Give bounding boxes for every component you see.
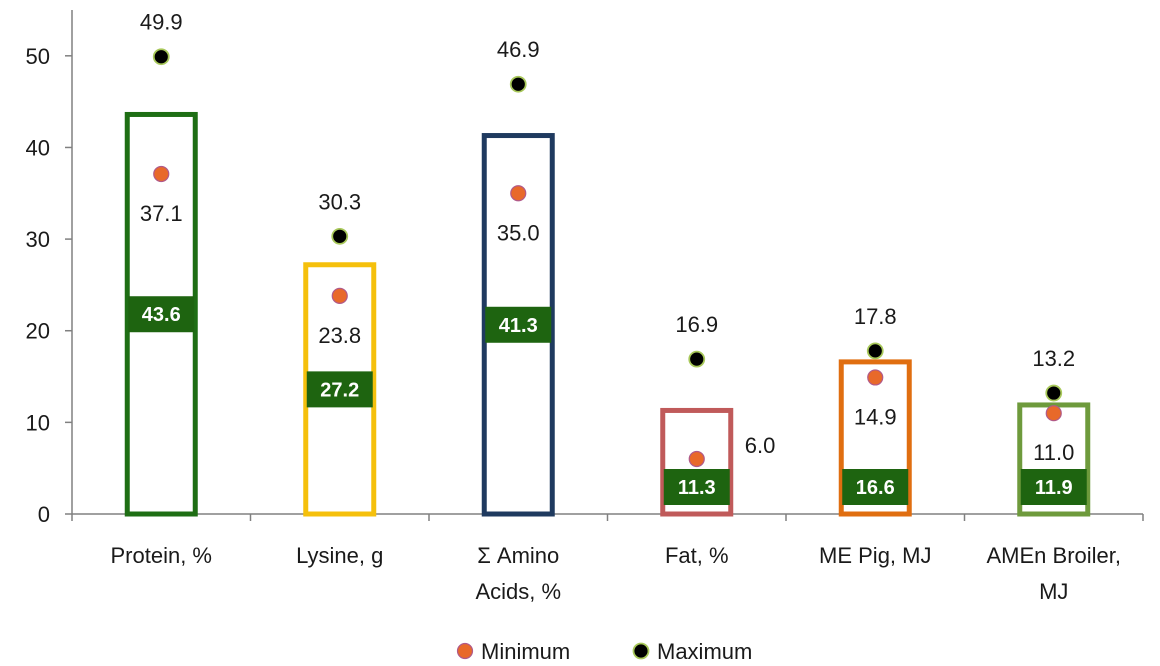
maximum-point bbox=[866, 342, 884, 360]
y-tick-label: 50 bbox=[26, 44, 50, 69]
maximum-value-label: 49.9 bbox=[140, 10, 183, 35]
legend-minimum-marker bbox=[456, 642, 474, 660]
minimum-point bbox=[510, 185, 527, 202]
minimum-point bbox=[867, 369, 884, 386]
bar-value-label-box bbox=[842, 469, 909, 505]
bar-value-label: 11.9 bbox=[1035, 477, 1073, 499]
bar-value-label-box bbox=[485, 306, 552, 343]
maximum-value-label: 30.3 bbox=[318, 189, 361, 214]
bar bbox=[303, 262, 377, 517]
bar-value-label: 43.6 bbox=[142, 304, 181, 326]
y-tick-label: 20 bbox=[26, 319, 50, 344]
points: 37.1 23.8 35.0 6.0 14.9 11.0 49.9 30.3 46.9 16.9 1… bbox=[140, 10, 1075, 468]
bar-value-label: 27.2 bbox=[320, 379, 359, 401]
minimum-value-label: 35.0 bbox=[497, 220, 540, 245]
bar bbox=[838, 359, 912, 517]
bar bbox=[1017, 402, 1091, 517]
bar bbox=[124, 111, 198, 517]
y-tick-label: 40 bbox=[26, 135, 50, 160]
minimum-point bbox=[1045, 405, 1062, 422]
maximum-value-label: 46.9 bbox=[497, 37, 540, 62]
y-tick-label: 0 bbox=[38, 502, 50, 527]
minimum-value-label: 14.9 bbox=[854, 404, 897, 429]
bar bbox=[660, 407, 734, 517]
maximum-value-label: 17.8 bbox=[854, 304, 897, 329]
bar-value-label: 16.6 bbox=[856, 477, 895, 499]
maximum-point bbox=[331, 227, 349, 245]
bar-value-label: 11.3 bbox=[678, 477, 716, 499]
minimum-value-label: 23.8 bbox=[318, 323, 361, 348]
bar-value-label-box bbox=[663, 469, 730, 505]
maximum-value-label: 16.9 bbox=[675, 312, 718, 337]
x-axis: Protein, % Lysine, g Σ Amino Acids, % Fat, %… bbox=[71, 513, 1144, 604]
minimum-value-label: 6.0 bbox=[745, 433, 776, 458]
maximum-value-label: 13.2 bbox=[1032, 346, 1075, 371]
minimum-value-label: 37.1 bbox=[140, 201, 183, 226]
minimum-value-label: 11.0 bbox=[1033, 440, 1074, 465]
x-category-label: Protein, % bbox=[111, 543, 213, 568]
x-category-label: Fat, % bbox=[665, 543, 729, 568]
legend-minimum-label: Minimum bbox=[481, 639, 570, 664]
y-tick-label: 10 bbox=[26, 410, 50, 435]
maximum-point bbox=[152, 48, 170, 66]
legend: Minimum Maximum bbox=[456, 639, 752, 664]
x-category-label: MJ bbox=[1039, 579, 1068, 604]
legend-maximum-marker bbox=[632, 642, 650, 660]
bar-value-label: 41.3 bbox=[499, 315, 538, 337]
minimum-point bbox=[688, 450, 705, 468]
x-category-label: Lysine, g bbox=[296, 543, 383, 568]
y-axis: 0 10 20 30 40 50 bbox=[26, 10, 73, 527]
bar-value-label-box bbox=[128, 296, 195, 333]
minimum-point bbox=[153, 165, 170, 183]
bar-value-label-box bbox=[1020, 469, 1087, 505]
x-category-label: AMEn Broiler, bbox=[987, 543, 1122, 568]
maximum-point bbox=[509, 75, 527, 93]
maximum-point bbox=[688, 350, 706, 368]
y-tick-label: 30 bbox=[26, 227, 50, 252]
x-category-label: ME Pig, MJ bbox=[819, 543, 931, 568]
maximum-point bbox=[1045, 384, 1063, 402]
bars: 43.6 27.2 41.3 11.3 16.6 11.9 bbox=[124, 111, 1091, 517]
legend-maximum-label: Maximum bbox=[657, 639, 752, 664]
minimum-point bbox=[331, 287, 348, 305]
bar bbox=[481, 133, 555, 517]
x-category-label: Acids, % bbox=[475, 579, 561, 604]
bar-value-label-box bbox=[306, 371, 373, 408]
x-category-label: Σ Amino bbox=[477, 543, 559, 568]
